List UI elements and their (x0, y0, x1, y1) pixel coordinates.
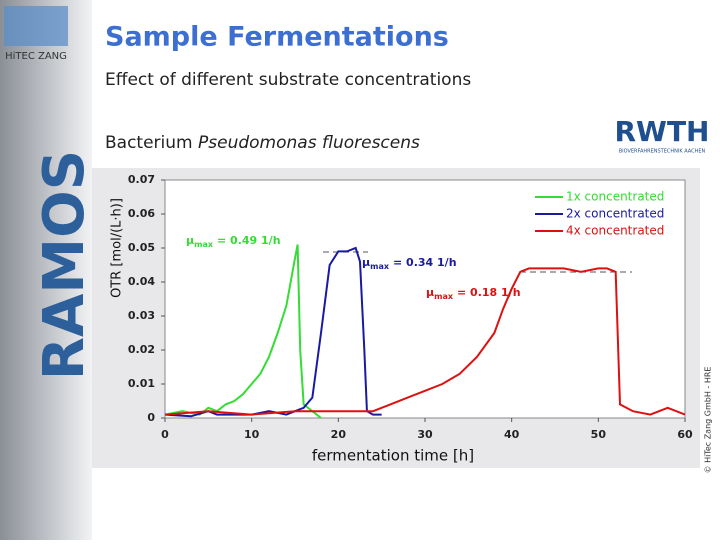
annotation-text: = 0.34 1/h (393, 256, 457, 269)
partner-caption: BIOVERFAHRENSTECHNIK AACHEN (619, 149, 706, 155)
y-axis-label: OTR [mol/(L·h)] (110, 198, 125, 298)
annotation-subscript: max (434, 292, 454, 301)
y-tick-label: 0.01 (128, 377, 155, 390)
slide-subtitle: Effect of different substrate concentrat… (105, 70, 471, 90)
annotation: μmax = 0.18 1/h (426, 286, 521, 301)
annotation-text: = 0.49 1/h (217, 234, 281, 247)
y-tick-label: 0.02 (128, 343, 155, 356)
x-tick-label: 60 (677, 428, 693, 441)
y-tick-label: 0 (147, 411, 155, 424)
plot-area (164, 179, 686, 419)
series-line (164, 244, 322, 419)
product-logo: RAMOS (32, 150, 97, 380)
y-tick-label: 0.04 (128, 275, 155, 288)
series-line (164, 246, 382, 418)
legend-label: 1x concentrated (566, 190, 664, 204)
y-tick-label: 0.05 (128, 241, 155, 254)
annotation-symbol: μ (426, 286, 434, 299)
annotation-symbol: μ (362, 256, 370, 269)
partner-logo: RWTH (615, 115, 710, 148)
annotation: μmax = 0.49 1/h (186, 234, 281, 249)
legend-label: 2x concentrated (566, 207, 664, 221)
annotation-text: = 0.18 1/h (457, 286, 521, 299)
legend-label: 4x concentrated (566, 224, 664, 238)
annotation-subscript: max (194, 240, 214, 249)
annotation-subscript: max (370, 262, 390, 271)
x-tick-label: 30 (417, 428, 433, 441)
x-tick-label: 0 (161, 428, 169, 441)
annotation-symbol: μ (186, 234, 194, 247)
company-logo: HiTEC ZANG (5, 51, 67, 62)
slide-title: Sample Fermentations (105, 22, 449, 53)
y-tick-label: 0.06 (128, 207, 155, 220)
y-tick-label: 0.03 (128, 309, 155, 322)
organism-prefix: Bacterium (105, 133, 193, 153)
x-axis-label: fermentation time [h] (312, 447, 474, 465)
organism: Bacterium Pseudomonas fluorescens (105, 133, 420, 153)
x-tick-label: 10 (244, 428, 260, 441)
x-tick-label: 40 (504, 428, 520, 441)
x-tick-label: 50 (591, 428, 607, 441)
copyright: © HiTec Zang GmbH - HRE (704, 367, 713, 474)
annotation: μmax = 0.34 1/h (362, 256, 457, 271)
sidebar (0, 0, 92, 540)
y-tick-label: 0.07 (128, 173, 155, 186)
series-line (164, 267, 686, 416)
logo-mark (4, 6, 68, 46)
x-tick-label: 20 (331, 428, 347, 441)
organism-name: Pseudomonas fluorescens (198, 133, 420, 153)
